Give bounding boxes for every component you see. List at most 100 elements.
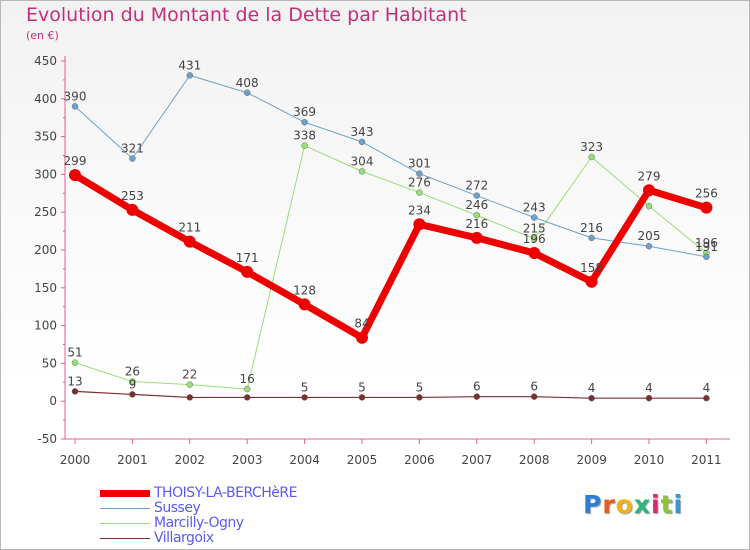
data-label: 6 xyxy=(473,380,481,394)
data-point-3 xyxy=(703,394,710,402)
y-tick-label: 100 xyxy=(34,319,57,333)
y-unit-label: (en €) xyxy=(26,29,59,42)
y-tick-label: 350 xyxy=(34,130,57,144)
data-label: 390 xyxy=(64,89,87,103)
series-line-3 xyxy=(74,390,707,399)
data-point-2 xyxy=(243,385,251,393)
series-line-2 xyxy=(74,145,707,390)
data-label: 51 xyxy=(67,346,82,360)
data-point-0 xyxy=(470,231,483,244)
x-tick-label: 2009 xyxy=(576,453,607,467)
x-tick-label: 2001 xyxy=(117,453,148,467)
data-label: 191 xyxy=(695,240,718,254)
x-tick-label: 2006 xyxy=(404,453,435,467)
data-label: 276 xyxy=(408,176,431,190)
proxiti-logo: Proxiti xyxy=(583,490,684,519)
data-label: 323 xyxy=(580,140,603,154)
data-label: 4 xyxy=(703,381,711,395)
data-label: 16 xyxy=(240,372,255,386)
data-point-3 xyxy=(358,394,366,401)
x-tick-label: 2005 xyxy=(347,453,378,467)
x-tick-label: 2010 xyxy=(634,453,665,467)
data-point-3 xyxy=(71,388,79,395)
data-label: 26 xyxy=(125,365,140,379)
data-label: 253 xyxy=(121,189,144,203)
data-point-2 xyxy=(186,381,194,388)
data-point-2 xyxy=(416,189,423,196)
x-tick-label: 2011 xyxy=(691,453,722,467)
data-point-3 xyxy=(645,394,653,402)
y-tick-label: 450 xyxy=(34,54,57,68)
legend-label-thoisy: THOISY-LA-BERCHèRE xyxy=(154,485,297,501)
data-point-1 xyxy=(301,119,308,126)
data-label: 205 xyxy=(638,229,661,243)
data-point-0 xyxy=(241,265,254,278)
data-label: 301 xyxy=(408,157,431,171)
data-point-3 xyxy=(186,394,194,401)
data-label: 256 xyxy=(695,187,718,201)
legend-swatch-sussey xyxy=(100,508,150,509)
legend-item-marcilly[interactable]: Marcilly-Ogny xyxy=(100,516,400,531)
data-label: 272 xyxy=(465,179,488,193)
data-label: 338 xyxy=(293,129,316,143)
data-point-0 xyxy=(700,201,713,214)
data-label: 321 xyxy=(121,142,144,156)
data-point-1 xyxy=(71,103,79,110)
data-point-0 xyxy=(356,331,368,344)
legend-item-villargoix[interactable]: Villargoix xyxy=(100,531,400,546)
data-label: 171 xyxy=(236,251,259,265)
data-point-1 xyxy=(473,192,480,199)
legend-swatch-villargoix xyxy=(100,538,150,539)
data-point-1 xyxy=(416,170,423,177)
data-point-0 xyxy=(126,203,139,216)
data-label: 299 xyxy=(64,154,87,168)
data-label: 216 xyxy=(580,221,603,235)
data-point-0 xyxy=(643,184,655,197)
data-point-2 xyxy=(129,378,136,385)
data-point-3 xyxy=(301,394,308,401)
data-point-3 xyxy=(531,393,538,400)
data-label: 196 xyxy=(695,236,718,250)
series-line-0 xyxy=(73,172,708,342)
legend-item-thoisy[interactable]: THOISY-LA-BERCHèRE xyxy=(100,486,400,501)
data-point-0 xyxy=(298,298,311,311)
y-tick-label: 250 xyxy=(34,205,57,219)
legend-item-sussey[interactable]: Sussey xyxy=(100,501,400,516)
data-point-2 xyxy=(71,359,79,366)
data-point-2 xyxy=(531,235,538,242)
data-label: 6 xyxy=(530,380,538,394)
data-point-3 xyxy=(473,393,480,400)
data-label: 431 xyxy=(178,58,201,72)
y-tick-label: 200 xyxy=(34,243,57,257)
data-point-1 xyxy=(531,214,538,221)
data-point-1 xyxy=(588,234,595,242)
data-label: 211 xyxy=(178,221,201,235)
data-label: 4 xyxy=(588,381,596,395)
data-label: 4 xyxy=(645,381,653,395)
data-label: 304 xyxy=(351,154,374,168)
data-point-3 xyxy=(129,391,136,398)
y-tick-label: 50 xyxy=(42,356,57,370)
data-point-1 xyxy=(703,253,710,261)
data-label: 128 xyxy=(293,283,316,297)
data-label: 84 xyxy=(354,317,369,331)
data-point-2 xyxy=(358,168,366,175)
data-point-1 xyxy=(243,89,251,96)
data-point-0 xyxy=(183,235,196,248)
chart-title: Evolution du Montant de la Dette par Hab… xyxy=(26,4,467,26)
x-tick-label: 2002 xyxy=(175,453,206,467)
legend-label-villargoix: Villargoix xyxy=(154,530,214,546)
x-tick-label: 2000 xyxy=(60,453,91,467)
data-label: 243 xyxy=(523,200,546,214)
data-label: 279 xyxy=(638,169,661,183)
data-point-0 xyxy=(528,247,541,260)
data-label: 5 xyxy=(416,380,424,394)
x-tick-label: 2007 xyxy=(462,453,493,467)
data-point-1 xyxy=(129,155,136,162)
data-point-1 xyxy=(186,72,194,79)
data-label: 5 xyxy=(301,380,309,394)
data-label: 158 xyxy=(580,261,603,275)
data-label: 13 xyxy=(67,374,82,388)
